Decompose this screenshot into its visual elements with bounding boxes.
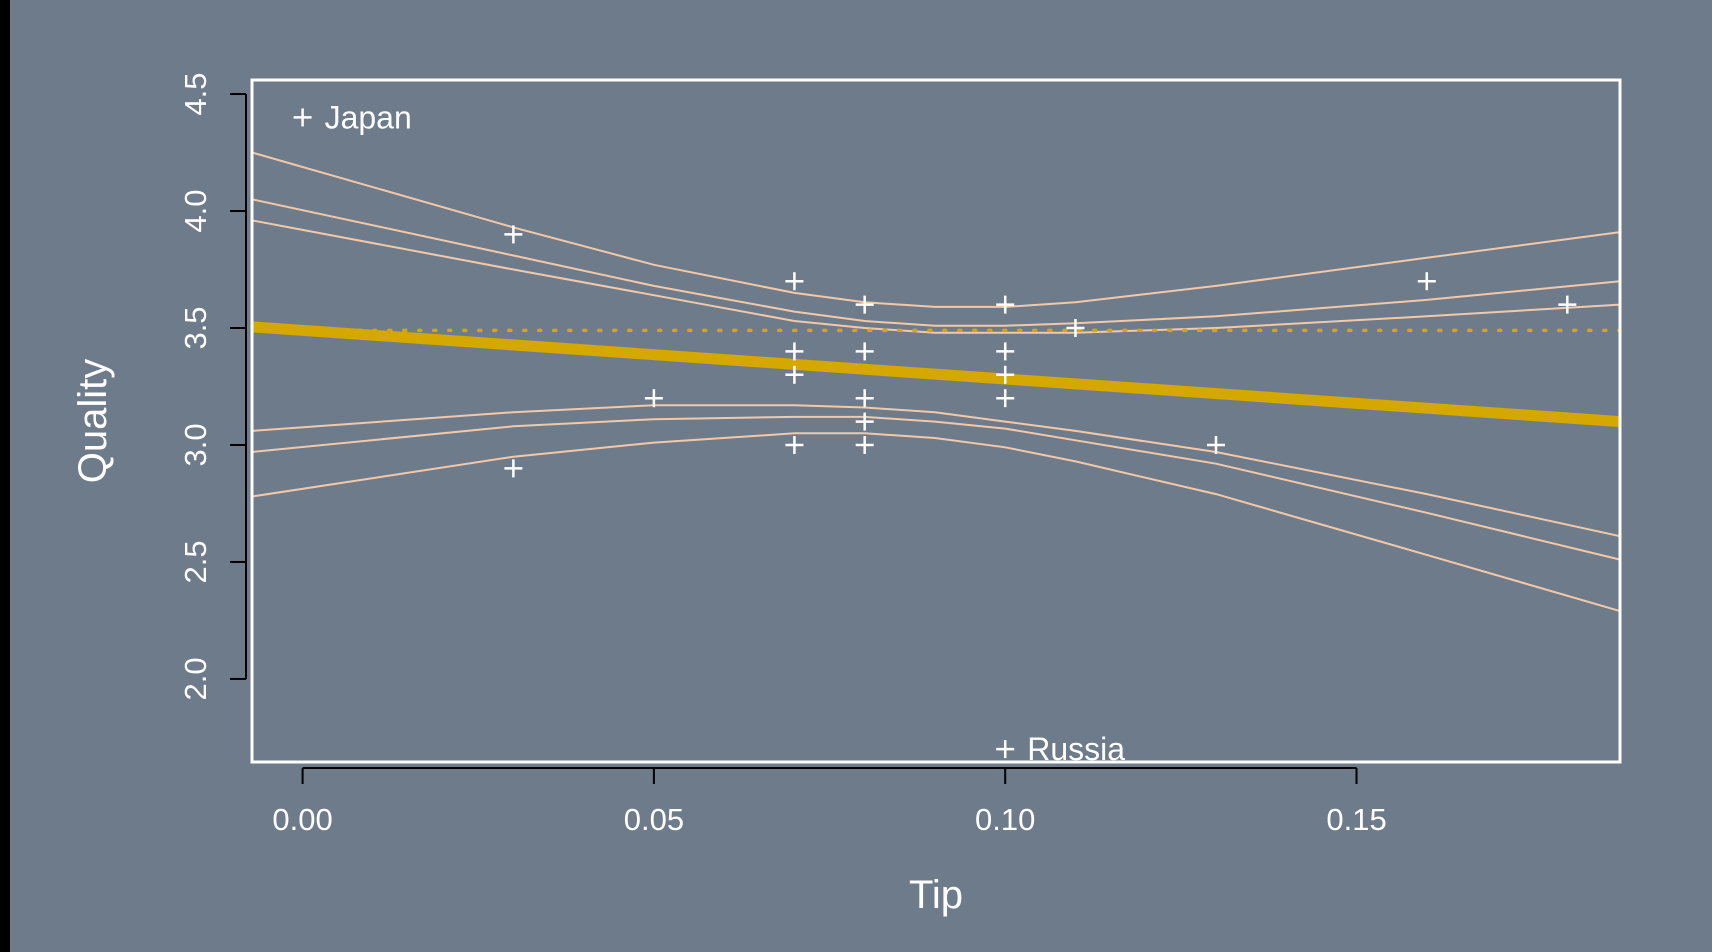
data-point (504, 459, 523, 478)
point-label: Japan (325, 99, 412, 135)
data-points (293, 108, 1577, 759)
data-point (996, 740, 1015, 759)
band-lower-mid (251, 415, 1621, 561)
band-lower-outer (251, 432, 1621, 613)
data-point (785, 272, 804, 291)
data-point (996, 295, 1015, 314)
data-point (1206, 435, 1225, 454)
plot-frame (250, 78, 1622, 764)
y-tick-label: 2.5 (178, 540, 213, 583)
x-tick-label: 0.00 (272, 802, 332, 837)
x-tick-label: 0.05 (624, 802, 684, 837)
band-upper-outer (251, 151, 1621, 308)
y-tick-label: 4.0 (178, 189, 213, 232)
y-axis-title: Quality (71, 359, 115, 484)
x-axis-title: Tip (909, 873, 963, 917)
data-point (855, 342, 874, 361)
data-point (996, 342, 1015, 361)
data-point (855, 295, 874, 314)
data-point (855, 389, 874, 408)
data-point (644, 389, 663, 408)
y-tick-label: 4.5 (178, 72, 213, 115)
data-point (785, 435, 804, 454)
x-tick-label: 0.15 (1326, 802, 1386, 837)
data-point (785, 342, 804, 361)
data-point (996, 365, 1015, 384)
data-point (1417, 272, 1436, 291)
data-point (293, 108, 312, 127)
y-tick-label: 3.0 (178, 423, 213, 466)
data-point (996, 389, 1015, 408)
band-upper-inner (251, 219, 1621, 334)
x-axis: 0.00 0.05 0.10 0.15 (272, 767, 1387, 837)
data-point (504, 225, 523, 244)
band-lower-inner (251, 404, 1621, 538)
y-tick-label: 2.0 (178, 657, 213, 700)
data-point (1558, 295, 1577, 314)
fit-line (251, 321, 1621, 428)
y-axis: 2.0 2.5 3.0 3.5 4.0 4.5 (178, 72, 247, 700)
data-point (785, 365, 804, 384)
x-tick-label: 0.10 (975, 802, 1035, 837)
y-tick-label: 3.5 (178, 306, 213, 349)
data-point (855, 435, 874, 454)
plot-panel: Japan Russia 0.00 0.05 0.10 0.15 2.0 2.5 3.0 3.… (10, 0, 1712, 952)
data-point (1066, 319, 1085, 337)
data-point (855, 412, 874, 431)
band-upper-mid (251, 198, 1621, 327)
confidence-bands (251, 151, 1621, 613)
